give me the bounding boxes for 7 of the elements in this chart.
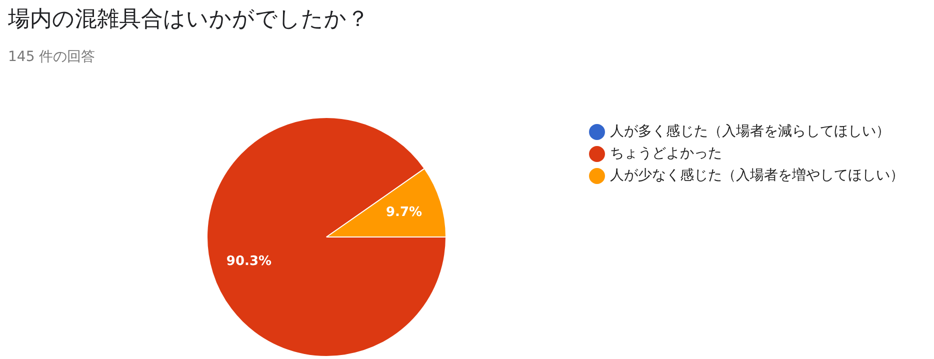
- data-label: 90.3%: [226, 254, 272, 269]
- legend-label: 人が少なく感じた（入場者を増やしてほしい）: [610, 166, 904, 184]
- legend-label: ちょうどよかった: [610, 146, 722, 162]
- chart-title: 場内の混雑具合はいかがでしたか？: [8, 6, 369, 34]
- text: 145 件の回答: [8, 48, 96, 66]
- legend-label: 人が多く感じた（入場者を減らしてほしい）: [610, 124, 890, 140]
- data-label: 9.7%: [386, 204, 422, 220]
